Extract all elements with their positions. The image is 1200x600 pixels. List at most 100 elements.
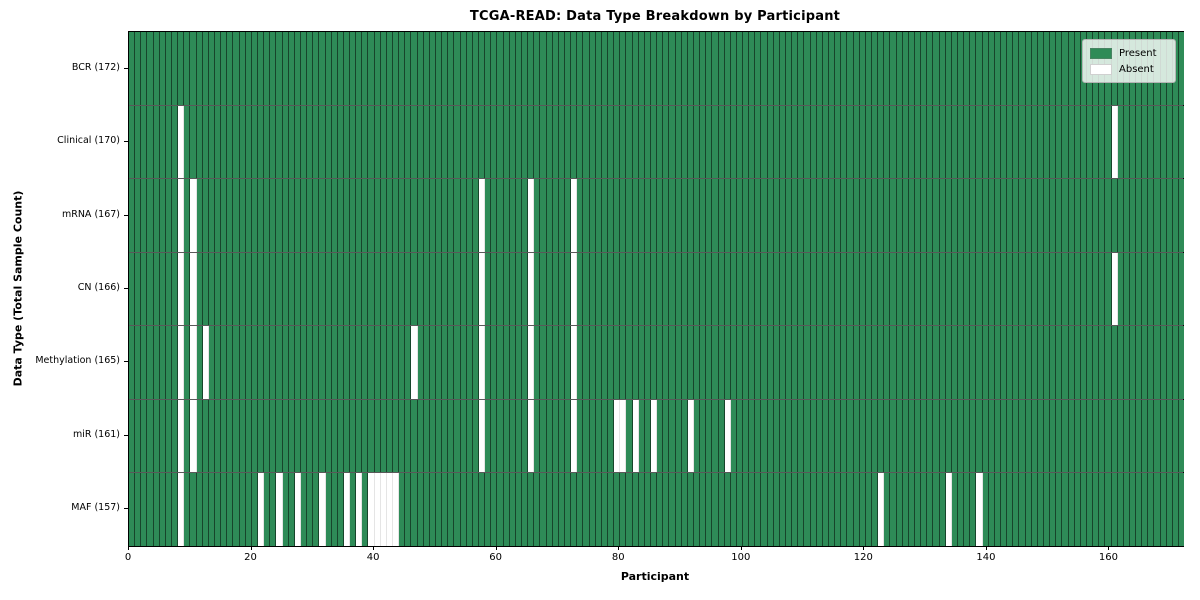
cell — [239, 32, 246, 105]
cell — [472, 399, 480, 473]
cell — [362, 32, 369, 105]
cell — [951, 473, 958, 547]
cell — [399, 252, 406, 326]
cell — [847, 179, 854, 252]
cell — [1093, 473, 1100, 547]
cell — [1166, 473, 1173, 547]
cell — [393, 252, 400, 326]
cell — [816, 32, 823, 105]
cell — [1007, 473, 1014, 547]
cell — [650, 473, 658, 547]
cell — [356, 473, 363, 547]
cell — [1062, 326, 1069, 399]
cell — [657, 473, 664, 547]
cell — [644, 473, 651, 547]
cell — [804, 105, 811, 179]
cell — [515, 179, 522, 252]
cell — [657, 105, 664, 179]
cell — [129, 252, 136, 326]
cell — [970, 32, 977, 105]
legend: Present Absent — [1082, 39, 1176, 83]
cell — [325, 179, 332, 252]
cell — [687, 473, 694, 547]
cell — [245, 105, 252, 179]
cell — [1148, 105, 1155, 179]
cell — [264, 32, 271, 105]
cell — [202, 179, 209, 252]
cell — [1117, 473, 1124, 547]
cell — [755, 252, 762, 326]
cell — [270, 32, 277, 105]
cell — [485, 105, 492, 179]
cell — [221, 399, 228, 473]
cell — [325, 105, 332, 179]
cell — [945, 399, 952, 473]
cell — [687, 326, 694, 399]
cell — [822, 179, 830, 252]
cell — [663, 105, 670, 179]
cell — [951, 179, 958, 252]
cell — [208, 32, 215, 105]
cell — [503, 179, 510, 252]
cell — [970, 179, 977, 252]
cell — [1056, 105, 1063, 179]
absent-swatch-icon — [1090, 63, 1112, 75]
cell — [184, 179, 191, 252]
cell — [890, 179, 897, 252]
cell — [792, 179, 799, 252]
cell — [1086, 399, 1094, 473]
cell — [1160, 105, 1167, 179]
cell — [245, 179, 252, 252]
cell — [386, 399, 394, 473]
cell — [779, 473, 787, 547]
cell — [1080, 326, 1087, 399]
heatmap-row-Methylation — [129, 325, 1185, 399]
cell — [607, 105, 615, 179]
cell — [472, 105, 480, 179]
heatmap-row-mRNA — [129, 178, 1185, 252]
heatmap-row-BCR — [129, 32, 1185, 105]
cell — [552, 32, 559, 105]
cell — [1123, 179, 1130, 252]
cell — [202, 473, 209, 547]
cell — [896, 473, 903, 547]
cell — [386, 179, 394, 252]
cell — [976, 473, 983, 547]
cell — [595, 326, 602, 399]
cell — [896, 326, 903, 399]
cell — [626, 105, 633, 179]
cell — [350, 326, 357, 399]
cell — [601, 252, 608, 326]
cell — [1043, 473, 1051, 547]
cell — [1025, 399, 1032, 473]
legend-entry: Present — [1090, 45, 1167, 61]
cell — [1129, 252, 1137, 326]
cell — [577, 32, 584, 105]
cell — [908, 252, 915, 326]
cell — [792, 32, 799, 105]
cell — [706, 105, 713, 179]
cell — [1142, 399, 1149, 473]
cell — [331, 473, 338, 547]
cell — [221, 326, 228, 399]
cell — [1136, 252, 1143, 326]
cell — [294, 105, 301, 179]
cell — [1031, 473, 1038, 547]
cell — [393, 179, 400, 252]
cell — [343, 473, 351, 547]
cell — [1166, 326, 1173, 399]
cell — [319, 105, 326, 179]
cell — [816, 399, 823, 473]
cell — [1142, 326, 1149, 399]
cell — [675, 326, 682, 399]
cell — [491, 326, 498, 399]
cell — [1056, 326, 1063, 399]
cell — [755, 105, 762, 179]
cell — [620, 105, 627, 179]
cell — [497, 252, 504, 326]
cell — [632, 399, 639, 473]
cell — [724, 179, 731, 252]
cell — [644, 179, 651, 252]
cell — [700, 399, 707, 473]
cell — [1148, 399, 1155, 473]
